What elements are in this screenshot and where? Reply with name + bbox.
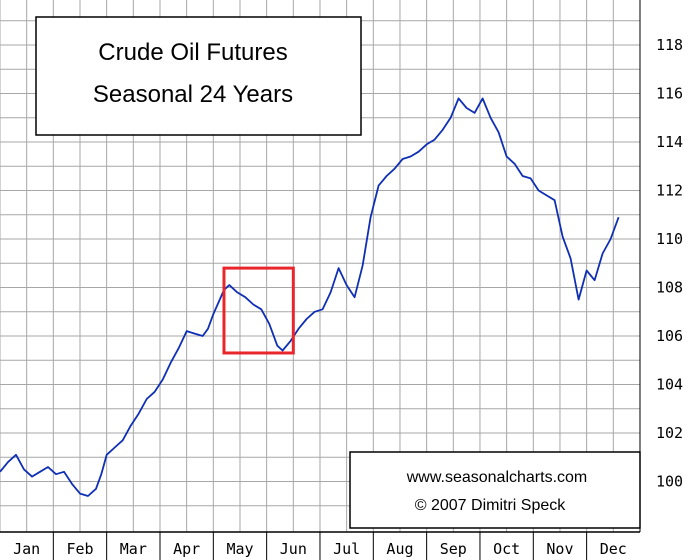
y-axis: 100 102 104 106 108 110 112 114 116 118 (656, 36, 683, 491)
x-tick-label: Dec (600, 540, 627, 558)
y-tick-label: 108 (656, 279, 683, 297)
series-line (0, 97, 620, 497)
chart-subtitle: Seasonal 24 Years (93, 81, 293, 108)
x-tick-label: Jun (280, 540, 307, 558)
credit-frame (349, 451, 641, 529)
title-frame (35, 16, 362, 136)
y-tick-label: 104 (656, 376, 683, 394)
x-tick-label: Mar (120, 540, 147, 558)
credit-author: © 2007 Dimitri Speck (415, 497, 567, 514)
y-tick-label: 100 (656, 473, 683, 491)
x-tick-label: Oct (493, 540, 520, 558)
y-tick-label: 106 (656, 327, 683, 345)
title-box: Crude Oil Futures Seasonal 24 Years (35, 16, 362, 136)
y-tick-label: 102 (656, 424, 683, 442)
y-tick-label: 116 (656, 85, 683, 103)
x-tick-label: Nov (546, 540, 573, 558)
chart-title: Crude Oil Futures (98, 39, 287, 66)
y-tick-label: 118 (656, 36, 683, 54)
credit-url: www.seasonalcharts.com (406, 469, 588, 486)
x-tick-label: Jan (13, 540, 40, 558)
x-axis: Jan Feb Mar Apr May Jun Jul Aug Sep Oct Nov Dec (13, 532, 627, 560)
x-tick-label: May (226, 540, 253, 558)
x-tick-label: Aug (386, 540, 413, 558)
highlight-box (222, 266, 295, 355)
credit-box: www.seasonalcharts.com © 2007 Dimitri Sp… (349, 451, 641, 529)
y-tick-label: 114 (656, 133, 683, 151)
y-tick-label: 110 (656, 230, 683, 248)
x-tick-label: Apr (173, 540, 200, 558)
y-tick-label: 112 (656, 182, 683, 200)
x-tick-label: Feb (66, 540, 93, 558)
x-tick-label: Sep (440, 540, 467, 558)
x-tick-label: Jul (333, 540, 360, 558)
